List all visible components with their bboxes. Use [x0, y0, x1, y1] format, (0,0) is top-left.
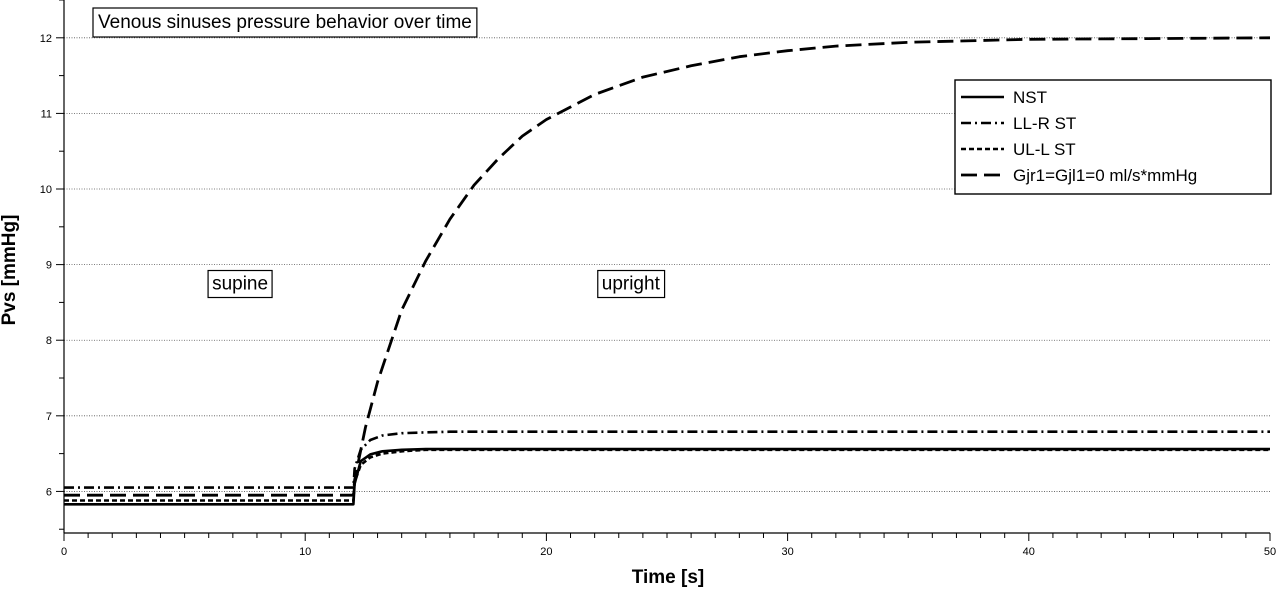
title-box: Venous sinuses pressure behavior over ti…: [92, 7, 478, 38]
y-axis-title: Pvs [mmHg]: [0, 215, 20, 326]
legend: NST LL-R ST UL-L ST Gjr1=Gjl1=0 ml/s*mmHg: [954, 79, 1272, 195]
y-tick-label: 8: [46, 335, 52, 347]
legend-frame: [954, 79, 1272, 195]
legend-label: LL-R ST: [1013, 114, 1076, 133]
legend-label: Gjr1=Gjl1=0 ml/s*mmHg: [1013, 166, 1197, 185]
y-tick-label: 12: [40, 33, 52, 45]
series-layer: [64, 36, 1271, 506]
y-tick-label: 11: [41, 108, 52, 120]
grid-layer: [64, 37, 1270, 492]
series-line-3: [64, 448, 1270, 502]
y-tick-label: 7: [46, 411, 52, 423]
annotation-1: supine: [207, 269, 273, 299]
legend-label: NST: [1013, 88, 1047, 107]
legend-label: UL-L ST: [1013, 140, 1076, 159]
series-line-2: [64, 430, 1270, 489]
annotation-label: upright: [602, 274, 661, 295]
x-tick-label: 30: [781, 546, 793, 558]
annotation-label: supine: [212, 274, 268, 295]
chart-title: Venous sinuses pressure behavior over ti…: [98, 12, 472, 33]
x-tick-label: 0: [61, 546, 67, 558]
annotation-2: upright: [597, 269, 666, 299]
annotation-frame: [207, 269, 273, 299]
x-tick-label: 40: [1023, 546, 1035, 558]
annotation-frame: [597, 269, 666, 299]
y-tick-label: 6: [46, 486, 52, 498]
x-tick-label: 50: [1264, 546, 1276, 558]
x-tick-label: 20: [540, 546, 552, 558]
y-tick-label: 9: [46, 260, 52, 272]
axes-layer: 0 10 20 30 40 50 6 7 8 9 10 11 12: [40, 0, 1276, 558]
x-tick-label: 10: [299, 546, 311, 558]
series-line-4: [64, 36, 1271, 497]
annotation-layer: supine upright: [207, 269, 666, 299]
x-axis-title: Time [s]: [632, 567, 705, 588]
series-line-1: [64, 447, 1270, 506]
y-tick-label: 10: [40, 184, 52, 196]
title-frame: [92, 7, 478, 38]
